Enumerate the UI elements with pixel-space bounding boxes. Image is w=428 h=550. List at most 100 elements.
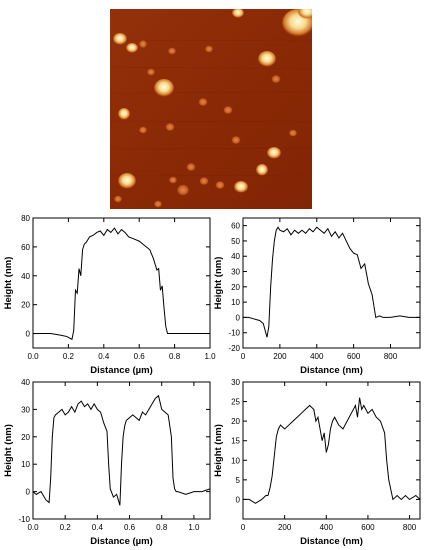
height-profile-panel: 0.0 0.2 0.4 0.6 0.8 1.0 0 20 40 60 80 Distance (µm)… [3, 214, 216, 376]
x-axis-title: Distance (nm) [300, 536, 363, 547]
x-tick-label: 0.8 [169, 352, 181, 361]
afm-particle [198, 98, 208, 106]
y-tick-label: 80 [21, 214, 30, 223]
x-tick-label: 1.0 [204, 352, 216, 361]
x-tick-label: 200 [278, 523, 292, 532]
afm-particle [186, 163, 196, 171]
afm-particle [139, 126, 147, 134]
y-tick-label: 15 [231, 437, 240, 446]
x-tick-label: 0.6 [124, 523, 136, 532]
afm-particle [118, 173, 136, 189]
afm-particle [154, 200, 162, 208]
x-axis-title: Distance (nm) [300, 365, 363, 376]
y-tick-label: 20 [231, 283, 240, 292]
afm-particle [168, 47, 176, 55]
x-tick-label: 200 [273, 352, 287, 361]
afm-particle [215, 181, 225, 189]
height-profile-line [243, 397, 421, 504]
x-tick-label: 0 [241, 523, 246, 532]
y-tick-label: 25 [231, 398, 240, 407]
x-tick-label: 400 [320, 523, 334, 532]
y-tick-label: 0 [26, 488, 31, 497]
x-tick-label: 0.6 [134, 352, 146, 361]
afm-particle [289, 129, 297, 137]
y-tick-label: 30 [21, 405, 30, 414]
afm-particle [113, 33, 127, 45]
height-profile-line [32, 394, 211, 506]
y-tick-label: 40 [21, 378, 30, 387]
x-tick-label: 1.0 [188, 523, 200, 532]
height-profile-panel: 0 200 400 600 800 0 5 10 15 20 25 30 Distance (nm) He… [213, 378, 421, 547]
y-tick-label: 40 [231, 252, 240, 261]
y-axis-title: Height (nm) [213, 257, 224, 310]
x-tick-label: 400 [310, 352, 324, 361]
afm-particle [165, 123, 175, 131]
afm-particle [232, 9, 244, 18]
y-tick-label: 60 [21, 243, 30, 252]
afm-particle [154, 79, 174, 97]
height-profile-panel: 0 200 400 600 800 -20 -10 0 10 20 30 40 50 60 Distance… [213, 217, 421, 376]
y-axis-title: Height (nm) [3, 424, 14, 477]
y-tick-label: 50 [231, 237, 240, 246]
afm-particle [256, 164, 268, 176]
afm-height-image [110, 9, 312, 209]
height-profile-line [243, 226, 420, 338]
y-tick-label: 10 [231, 456, 240, 465]
y-axis-title: Height (nm) [3, 257, 14, 310]
y-tick-label: 10 [231, 298, 240, 307]
x-tick-label: 0.4 [92, 523, 104, 532]
afm-particle [205, 45, 213, 53]
y-tick-label: 20 [21, 433, 30, 442]
y-tick-label: 10 [21, 460, 30, 469]
afm-particle [298, 9, 312, 19]
x-tick-label: 800 [403, 523, 417, 532]
x-tick-label: 0 [241, 352, 246, 361]
afm-particle [231, 136, 241, 144]
y-tick-label: 20 [231, 417, 240, 426]
y-tick-label: 20 [21, 301, 30, 310]
y-tick-label: 60 [231, 222, 240, 231]
afm-particle [234, 181, 248, 193]
afm-particle [139, 40, 147, 48]
x-tick-label: 0.2 [63, 352, 75, 361]
afm-particle [223, 106, 233, 114]
y-tick-label: 0 [236, 495, 241, 504]
plot-frame [242, 217, 421, 349]
x-tick-label: 0.0 [27, 523, 39, 532]
plot-frame [32, 381, 211, 520]
y-tick-label: -10 [228, 329, 240, 338]
afm-particle [114, 195, 122, 203]
x-tick-label: 800 [384, 352, 398, 361]
height-profile-line [33, 227, 210, 341]
y-axis-title: Height (nm) [213, 424, 224, 477]
plot-frame [32, 217, 211, 349]
y-tick-label: -20 [228, 344, 240, 353]
plot-frame [242, 381, 421, 520]
afm-particle [126, 43, 138, 53]
x-tick-label: 600 [347, 352, 361, 361]
y-tick-label: 5 [236, 476, 241, 485]
y-tick-label: 30 [231, 268, 240, 277]
afm-particle [258, 51, 276, 67]
height-profile-panel: 0.0 0.2 0.4 0.6 0.8 1.0 -10 0 10 20 30 40 Distance (… [3, 378, 211, 547]
y-tick-label: 40 [21, 272, 30, 281]
x-axis-title: Distance (µm) [90, 365, 153, 376]
afm-particles [113, 9, 312, 208]
x-axis-title: Distance (µm) [90, 536, 153, 547]
x-tick-label: 0.4 [98, 352, 110, 361]
y-tick-label: 30 [231, 378, 240, 387]
afm-particle [147, 68, 155, 76]
afm-particle [267, 147, 281, 159]
afm-particle [177, 184, 189, 196]
afm-particle [271, 75, 281, 83]
y-tick-label: -10 [18, 515, 30, 524]
afm-particle [199, 177, 209, 185]
x-tick-label: 600 [361, 523, 375, 532]
x-tick-label: 0.0 [27, 352, 39, 361]
x-tick-label: 0.2 [60, 523, 72, 532]
y-tick-label: 0 [236, 313, 241, 322]
y-tick-label: 0 [26, 330, 31, 339]
x-tick-label: 0.8 [156, 523, 168, 532]
afm-particle [169, 176, 177, 184]
